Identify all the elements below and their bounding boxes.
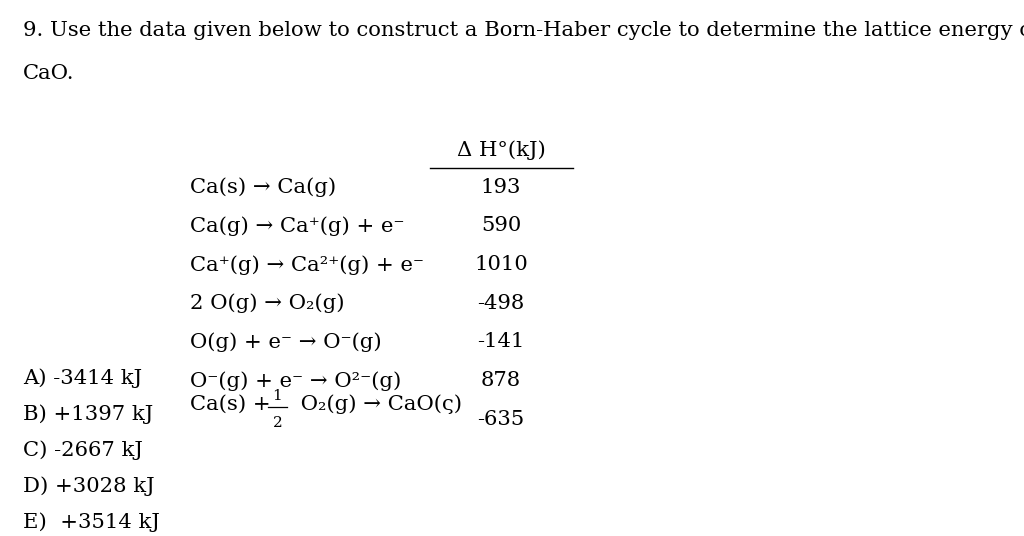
Text: -498: -498 — [477, 294, 524, 312]
Text: 878: 878 — [481, 371, 521, 390]
Text: -141: -141 — [477, 332, 524, 351]
Text: O⁻(g) + e⁻ → O²⁻(g): O⁻(g) + e⁻ → O²⁻(g) — [190, 371, 401, 391]
Text: Ca⁺(g) → Ca²⁺(g) + e⁻: Ca⁺(g) → Ca²⁺(g) + e⁻ — [190, 255, 424, 274]
Text: B) +1397 kJ: B) +1397 kJ — [24, 404, 154, 424]
Text: O₂(g) → CaO(ς): O₂(g) → CaO(ς) — [295, 394, 463, 414]
Text: Ca(g) → Ca⁺(g) + e⁻: Ca(g) → Ca⁺(g) + e⁻ — [190, 216, 404, 236]
Text: A) -3414 kJ: A) -3414 kJ — [24, 368, 142, 388]
Text: 1: 1 — [272, 389, 283, 403]
Text: Δ H°(kJ): Δ H°(kJ) — [457, 140, 546, 160]
Text: O(g) + e⁻ → O⁻(g): O(g) + e⁻ → O⁻(g) — [190, 332, 382, 352]
Text: 2: 2 — [272, 416, 283, 430]
Text: D) +3028 kJ: D) +3028 kJ — [24, 477, 155, 496]
Text: E)  +3514 kJ: E) +3514 kJ — [24, 512, 160, 532]
Text: 193: 193 — [481, 177, 521, 197]
Text: C) -2667 kJ: C) -2667 kJ — [24, 441, 143, 460]
Text: 2 O(g) → O₂(g): 2 O(g) → O₂(g) — [190, 294, 345, 313]
Text: -635: -635 — [477, 410, 524, 429]
Text: 9. Use the data given below to construct a Born-Haber cycle to determine the lat: 9. Use the data given below to construct… — [24, 21, 1024, 40]
Text: Ca(s) +: Ca(s) + — [190, 394, 278, 414]
Text: Ca(s) → Ca(g): Ca(s) → Ca(g) — [190, 177, 337, 197]
Text: 1010: 1010 — [474, 255, 528, 274]
Text: 590: 590 — [481, 216, 521, 235]
Text: CaO.: CaO. — [24, 64, 75, 83]
